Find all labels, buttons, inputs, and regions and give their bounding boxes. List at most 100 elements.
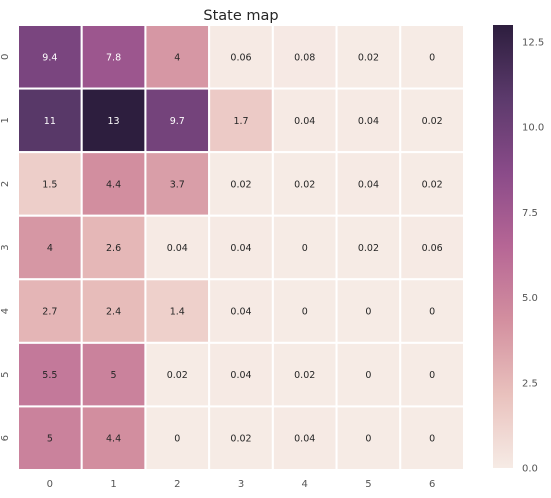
- cell-value-label: 0.04: [230, 243, 251, 254]
- cell-value-label: 0.02: [422, 116, 443, 127]
- y-tick-label: 0: [0, 54, 11, 60]
- cell-value-label: 13: [108, 116, 120, 127]
- heatmap-cell: [17, 214, 83, 281]
- x-tick-label: 5: [365, 479, 371, 490]
- cell-value-label: 2.7: [42, 307, 57, 318]
- heatmap-cell: [80, 214, 147, 281]
- heatmap-cell: [399, 341, 465, 408]
- cell-value-label: 0.02: [294, 179, 315, 190]
- cell-value-label: 7.8: [106, 52, 121, 63]
- heatmap-cell: [335, 24, 402, 90]
- heatmap-cell: [144, 151, 211, 217]
- colorbar-tick-label: 10.0: [522, 123, 544, 134]
- cell-value-label: 4.4: [106, 179, 121, 190]
- cell-value-label: 0: [302, 243, 308, 254]
- colorbar: [493, 25, 513, 468]
- heatmap-cell: [399, 87, 465, 154]
- y-tick-label: 5: [0, 371, 11, 377]
- cell-value-label: 0.02: [230, 179, 251, 190]
- cell-value-label: 1.5: [42, 179, 57, 190]
- y-tick-label: 2: [0, 181, 11, 187]
- cell-value-label: 0.06: [230, 52, 251, 63]
- heatmap-cells: 9.4 7.8 4 0.06 0.08 0.02 0 11 13 9.7 1.7 0.04 0.04 0.…: [17, 24, 465, 471]
- cell-value-label: 1.7: [233, 116, 248, 127]
- y-tick-label: 1: [0, 117, 11, 123]
- colorbar-tick-label: 7.5: [522, 208, 538, 219]
- cell-value-label: 1.4: [170, 307, 185, 318]
- cell-value-label: 0.04: [230, 370, 251, 381]
- colorbar-tick-label: 2.5: [522, 378, 538, 389]
- heatmap-cell: [335, 405, 402, 471]
- cell-value-label: 0.06: [422, 243, 443, 254]
- cell-value-label: 0.04: [294, 116, 315, 127]
- x-tick-label: 3: [238, 479, 244, 490]
- colorbar-ticks: 0.0 2.5 5.0 7.5 10.0 12.5: [522, 38, 544, 475]
- cell-value-label: 5.5: [42, 370, 57, 381]
- chart-title: State map: [203, 8, 278, 24]
- cell-value-label: 0: [429, 370, 435, 381]
- heatmap-cell: [80, 151, 147, 217]
- cell-value-label: 11: [44, 116, 56, 127]
- heatmap-cell: [271, 405, 338, 471]
- cell-value-label: 9.7: [170, 116, 185, 127]
- heatmap-cell: [144, 278, 211, 344]
- heatmap-cell: [17, 24, 83, 90]
- cell-value-label: 0: [365, 434, 371, 445]
- cell-value-label: 0.08: [294, 52, 315, 63]
- x-tick-label: 1: [110, 479, 116, 490]
- heatmap-cell: [399, 151, 465, 217]
- cell-value-label: 0: [302, 307, 308, 318]
- cell-value-label: 0: [429, 434, 435, 445]
- cell-value-label: 0.04: [358, 179, 379, 190]
- heatmap-cell: [335, 151, 402, 217]
- cell-value-label: 2.6: [106, 243, 121, 254]
- y-axis-ticks: 0 1 2 3 4 5 6: [0, 54, 11, 442]
- cell-value-label: 0.04: [294, 434, 315, 445]
- colorbar-tick-label: 5.0: [522, 293, 538, 304]
- cell-value-label: 5: [111, 370, 117, 381]
- cell-value-label: 0.02: [294, 370, 315, 381]
- cell-value-label: 0.04: [358, 116, 379, 127]
- heatmap-cell: [17, 341, 83, 408]
- cell-value-label: 0.04: [167, 243, 188, 254]
- cell-value-label: 4: [174, 52, 180, 63]
- cell-value-label: 5: [47, 434, 53, 445]
- colorbar-tick-label: 0.0: [522, 464, 538, 475]
- y-tick-label: 3: [0, 244, 11, 250]
- heatmap-cell: [17, 87, 83, 154]
- cell-value-label: 0: [174, 434, 180, 445]
- cell-value-label: 0: [429, 307, 435, 318]
- cell-value-label: 0: [365, 370, 371, 381]
- x-tick-label: 6: [429, 479, 435, 490]
- cell-value-label: 3.7: [170, 179, 185, 190]
- cell-value-label: 4.4: [106, 434, 121, 445]
- x-axis-ticks: 0 1 2 3 4 5 6: [47, 479, 436, 490]
- cell-value-label: 0.02: [422, 179, 443, 190]
- x-tick-label: 2: [174, 479, 180, 490]
- cell-value-label: 0: [365, 307, 371, 318]
- heatmap-cell: [17, 278, 83, 344]
- x-tick-label: 4: [302, 479, 308, 490]
- y-tick-label: 6: [0, 435, 11, 441]
- x-tick-label: 0: [47, 479, 53, 490]
- cell-value-label: 2.4: [106, 307, 121, 318]
- heatmap-cell: [271, 151, 338, 217]
- cell-value-label: 0: [429, 52, 435, 63]
- heatmap-cell: [399, 405, 465, 471]
- heatmap-cell: [208, 405, 274, 471]
- y-tick-label: 4: [0, 308, 11, 314]
- heatmap-cell: [80, 341, 147, 408]
- cell-value-label: 0.02: [230, 434, 251, 445]
- cell-value-label: 0.02: [358, 243, 379, 254]
- colorbar-tick-label: 12.5: [522, 38, 544, 49]
- cell-value-label: 0.04: [230, 307, 251, 318]
- heatmap-cell: [80, 24, 147, 90]
- cell-value-label: 4: [47, 243, 53, 254]
- cell-value-label: 0.02: [358, 52, 379, 63]
- heatmap-cell: [271, 87, 338, 154]
- heatmap-cell: [144, 87, 211, 154]
- heatmap-cell: [335, 214, 402, 281]
- cell-value-label: 9.4: [42, 52, 57, 63]
- cell-value-label: 0.02: [167, 370, 188, 381]
